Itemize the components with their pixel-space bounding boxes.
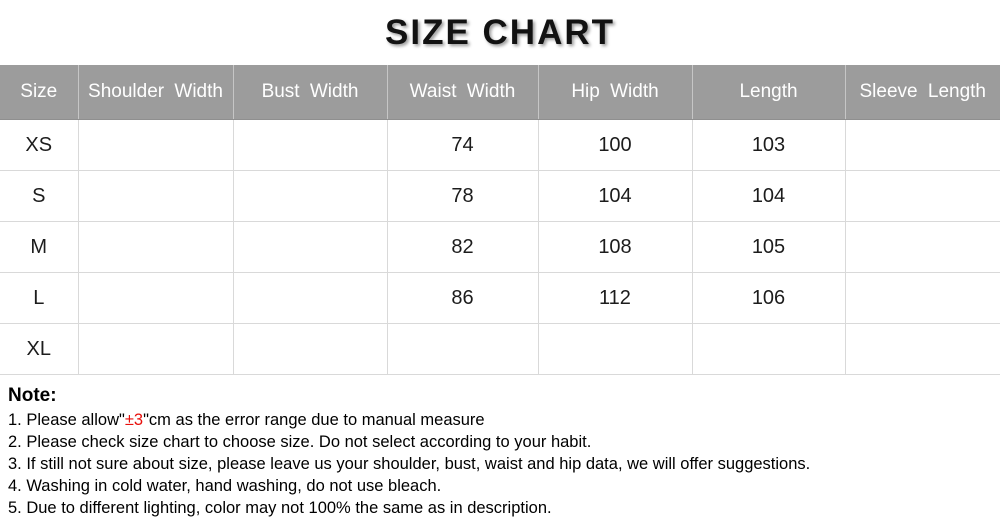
bust-cell: [232, 272, 388, 324]
note-item-3: 3. If still not sure about size, please …: [8, 455, 811, 473]
col-header-hip-width: Hip Width: [537, 65, 692, 120]
notes-heading: Note:: [8, 385, 57, 406]
length-cell: 105: [691, 221, 846, 273]
length-cell: 103: [691, 119, 846, 171]
hip-cell: 112: [537, 272, 693, 324]
col-header-waist-width: Waist Width: [386, 65, 538, 120]
length-cell: [691, 323, 846, 375]
note-1-suffix: "cm as the error range due to manual mea…: [143, 411, 485, 429]
col-header-sleeve-length: Sleeve Length: [844, 65, 1000, 120]
table-row-l: L 86 112 106: [0, 272, 1000, 324]
note-item-4: 4. Washing in cold water, hand washing, …: [8, 477, 442, 495]
length-cell: 106: [691, 272, 846, 324]
size-label-cell: XL: [0, 323, 79, 375]
table-row-xs: XS 74 100 103: [0, 119, 1000, 171]
hip-cell: [537, 323, 693, 375]
hip-cell: 108: [537, 221, 693, 273]
notes-section: Note: 1. Please allow"±3"cm as the error…: [8, 385, 1000, 519]
hip-cell: 104: [537, 170, 693, 222]
waist-cell: 74: [386, 119, 539, 171]
waist-cell: [386, 323, 539, 375]
size-label-cell: M: [0, 221, 79, 273]
table-row-m: M 82 108 105: [0, 221, 1000, 273]
note-item-1: 1. Please allow"±3"cm as the error range…: [8, 409, 1000, 431]
table-row-xl: XL: [0, 323, 1000, 375]
col-header-shoulder-width: Shoulder Width: [77, 65, 233, 120]
waist-cell: 82: [386, 221, 539, 273]
waist-cell: 78: [386, 170, 539, 222]
size-chart-table: Size Shoulder Width Bust Width Waist Wid…: [0, 65, 1000, 375]
note-1-tolerance-value: ±3: [124, 411, 144, 429]
sleeve-cell: [844, 323, 1000, 375]
bust-cell: [232, 119, 388, 171]
length-cell: 104: [691, 170, 846, 222]
table-header-row: Size Shoulder Width Bust Width Waist Wid…: [0, 65, 1000, 120]
bust-cell: [232, 221, 388, 273]
sleeve-cell: [844, 170, 1000, 222]
sleeve-cell: [844, 272, 1000, 324]
shoulder-cell: [77, 170, 234, 222]
shoulder-cell: [77, 323, 234, 375]
page-title: SIZE CHART: [385, 13, 615, 52]
sleeve-cell: [844, 119, 1000, 171]
shoulder-cell: [77, 221, 234, 273]
note-item-2: 2. Please check size chart to choose siz…: [8, 433, 592, 451]
size-label-cell: S: [0, 170, 79, 222]
col-header-bust-width: Bust Width: [232, 65, 387, 120]
bust-cell: [232, 323, 388, 375]
note-item-5: 5. Due to different lighting, color may …: [8, 499, 552, 517]
col-header-length: Length: [691, 65, 845, 120]
size-label-cell: XS: [0, 119, 79, 171]
waist-cell: 86: [386, 272, 539, 324]
note-1-prefix: 1. Please allow": [8, 411, 125, 429]
sleeve-cell: [844, 221, 1000, 273]
hip-cell: 100: [537, 119, 693, 171]
bust-cell: [232, 170, 388, 222]
shoulder-cell: [77, 272, 234, 324]
table-row-s: S 78 104 104: [0, 170, 1000, 222]
col-header-size: Size: [0, 65, 78, 120]
size-label-cell: L: [0, 272, 79, 324]
shoulder-cell: [77, 119, 234, 171]
